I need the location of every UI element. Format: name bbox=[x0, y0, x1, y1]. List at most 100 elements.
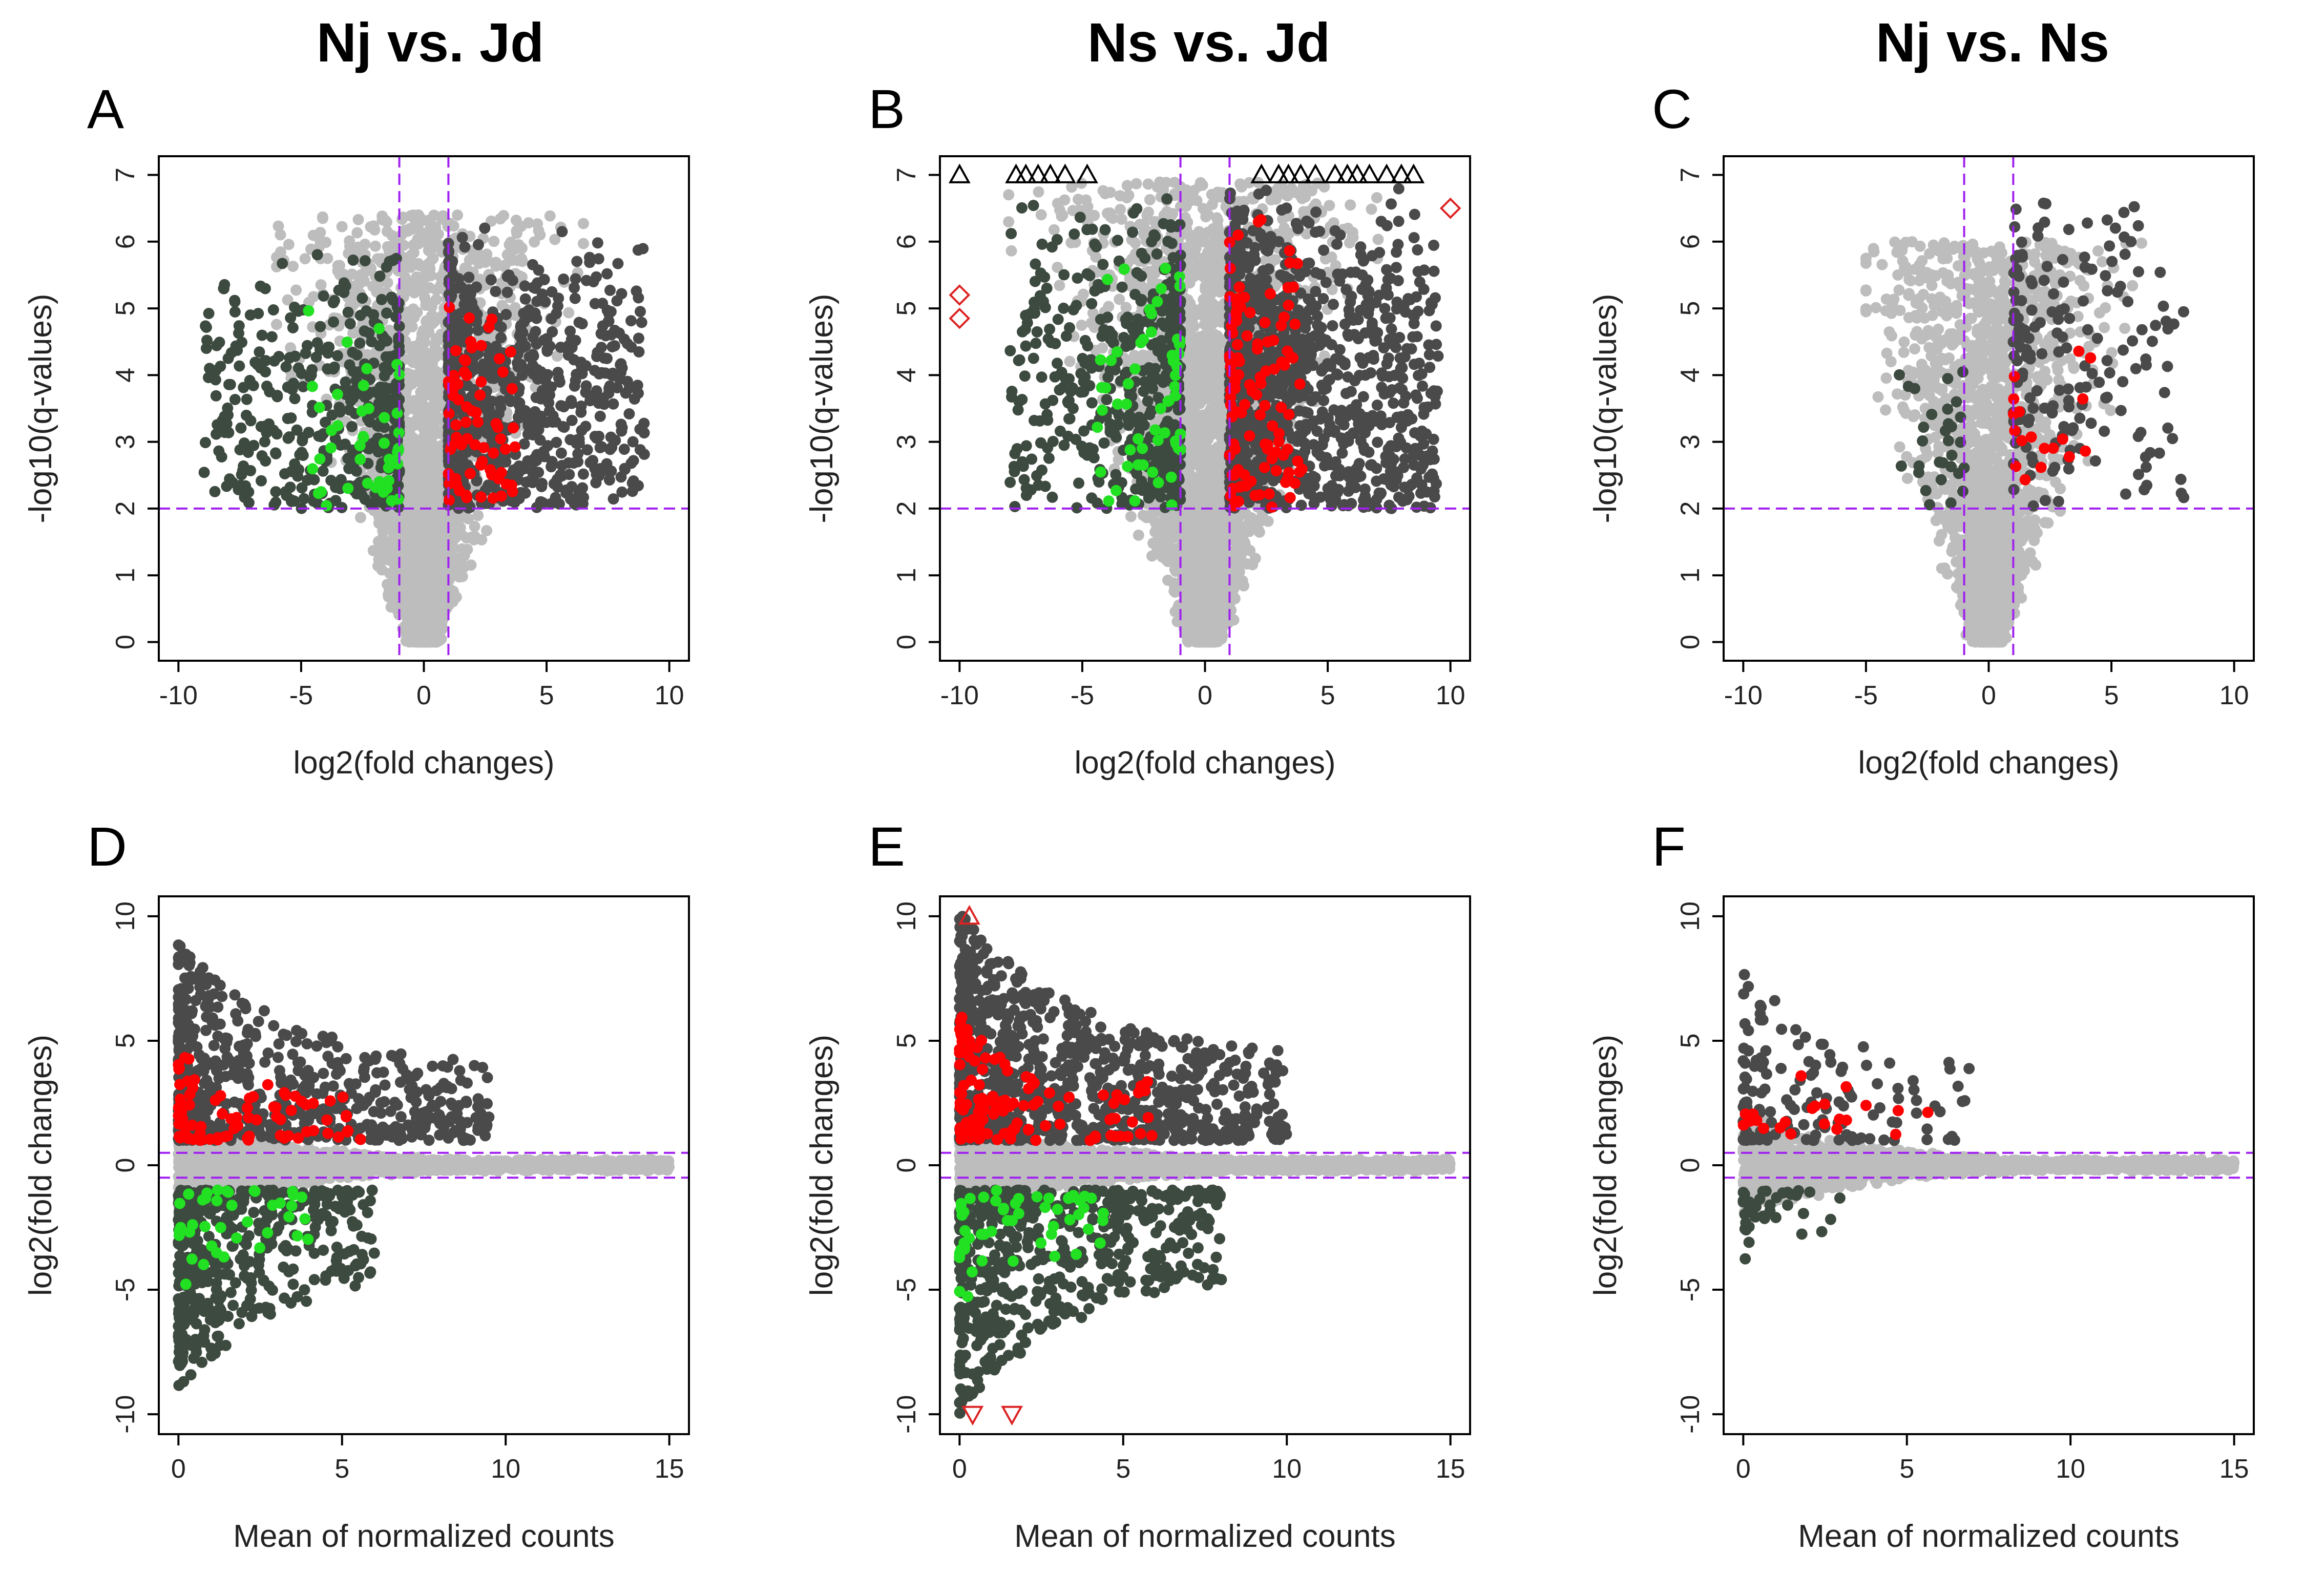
point-significant-down bbox=[215, 361, 226, 372]
point-not-significant bbox=[472, 510, 484, 521]
point-significant-down bbox=[346, 421, 358, 432]
point-not-significant bbox=[420, 436, 431, 448]
point-significant-down bbox=[214, 337, 225, 348]
point-significant-down bbox=[223, 427, 235, 438]
point-significant-down bbox=[255, 421, 267, 432]
point-not-significant bbox=[1054, 280, 1065, 291]
point-not-significant bbox=[273, 220, 284, 232]
point-highlight-up bbox=[450, 436, 462, 448]
point-significant-up bbox=[462, 325, 474, 337]
point-significant-down bbox=[294, 449, 306, 460]
point-highlight-up bbox=[478, 442, 490, 453]
point-significant-up bbox=[561, 486, 573, 497]
point-significant-down bbox=[347, 254, 359, 266]
point-significant-up bbox=[616, 422, 628, 433]
point-significant-down bbox=[298, 493, 310, 505]
point-not-significant bbox=[287, 261, 299, 272]
point-highlight-up bbox=[475, 491, 487, 503]
panel-letter-e: E bbox=[868, 814, 905, 878]
point-highlight-down bbox=[358, 380, 369, 391]
point-significant-up bbox=[536, 477, 548, 489]
point-not-significant bbox=[427, 634, 438, 645]
point-highlight-down bbox=[307, 463, 319, 475]
point-significant-up bbox=[569, 292, 581, 304]
point-significant-up bbox=[569, 282, 580, 293]
point-significant-up bbox=[552, 367, 564, 379]
point-significant-up bbox=[508, 464, 519, 476]
point-highlight-up bbox=[464, 312, 475, 324]
point-not-significant bbox=[450, 591, 462, 603]
panel-letter-b: B bbox=[868, 77, 905, 141]
point-not-significant bbox=[452, 209, 464, 221]
point-significant-down bbox=[287, 322, 299, 333]
point-significant-up bbox=[463, 271, 475, 283]
point-significant-down bbox=[368, 309, 380, 321]
point-highlight-up bbox=[466, 405, 478, 416]
point-significant-up bbox=[533, 467, 544, 478]
point-not-significant bbox=[424, 449, 435, 461]
point-significant-down bbox=[210, 390, 222, 402]
point-highlight-down bbox=[373, 323, 385, 334]
point-significant-down bbox=[266, 331, 278, 343]
y-axis-title: -log10(q-values) bbox=[23, 294, 58, 523]
point-significant-down bbox=[229, 394, 241, 405]
point-not-significant bbox=[405, 317, 416, 328]
point-significant-up bbox=[616, 486, 628, 498]
point-significant-down bbox=[296, 368, 307, 380]
point-significant-up bbox=[551, 436, 562, 448]
column-title-3: Nj vs. Ns bbox=[1736, 10, 2249, 74]
point-significant-down bbox=[376, 293, 388, 305]
point-not-significant bbox=[413, 284, 425, 296]
point-significant-up bbox=[631, 285, 642, 297]
point-not-significant bbox=[436, 213, 448, 225]
point-highlight-down bbox=[316, 486, 327, 498]
point-significant-up bbox=[589, 298, 601, 309]
point-significant-up bbox=[495, 321, 507, 333]
point-significant-up bbox=[546, 313, 557, 325]
point-highlight-up bbox=[508, 422, 519, 434]
point-significant-up bbox=[532, 277, 543, 289]
point-not-significant bbox=[450, 552, 462, 564]
point-not-significant bbox=[354, 512, 366, 523]
point-highlight-down bbox=[321, 500, 332, 512]
point-significant-down bbox=[359, 255, 371, 267]
point-not-significant bbox=[1076, 320, 1087, 331]
point-highlight-up bbox=[494, 353, 506, 365]
point-significant-up bbox=[455, 281, 467, 293]
point-not-significant bbox=[417, 468, 429, 480]
point-significant-down bbox=[282, 381, 294, 393]
point-not-significant bbox=[1056, 211, 1067, 222]
point-significant-down bbox=[200, 343, 212, 354]
point-not-significant bbox=[425, 215, 436, 226]
point-significant-down bbox=[347, 347, 359, 358]
point-significant-down bbox=[280, 361, 292, 373]
point-not-significant bbox=[271, 319, 282, 330]
point-significant-up bbox=[572, 456, 584, 468]
point-significant-up bbox=[565, 333, 577, 345]
point-not-significant bbox=[368, 220, 380, 232]
point-significant-up bbox=[584, 251, 595, 263]
point-significant-down bbox=[238, 382, 249, 393]
point-not-significant bbox=[367, 545, 379, 556]
point-significant-down bbox=[229, 296, 241, 308]
point-significant-down bbox=[342, 453, 354, 465]
point-significant-up bbox=[594, 410, 606, 422]
point-significant-up bbox=[633, 332, 644, 344]
point-not-significant bbox=[433, 472, 444, 483]
point-significant-up bbox=[505, 396, 516, 407]
point-not-significant bbox=[275, 229, 286, 241]
point-significant-up bbox=[530, 326, 541, 338]
point-significant-down bbox=[284, 481, 296, 493]
point-not-significant bbox=[425, 243, 437, 255]
point-significant-down bbox=[289, 301, 300, 313]
point-significant-down bbox=[247, 380, 259, 391]
point-not-significant bbox=[411, 505, 423, 517]
y-tick-label: 2 bbox=[111, 501, 140, 516]
point-highlight-up bbox=[490, 418, 502, 430]
point-significant-up bbox=[595, 328, 607, 340]
point-significant-down bbox=[245, 465, 257, 476]
point-significant-down bbox=[204, 363, 216, 374]
x-tick-label: -5 bbox=[289, 681, 313, 710]
point-significant-up bbox=[546, 381, 557, 393]
point-highlight-down bbox=[313, 402, 325, 413]
